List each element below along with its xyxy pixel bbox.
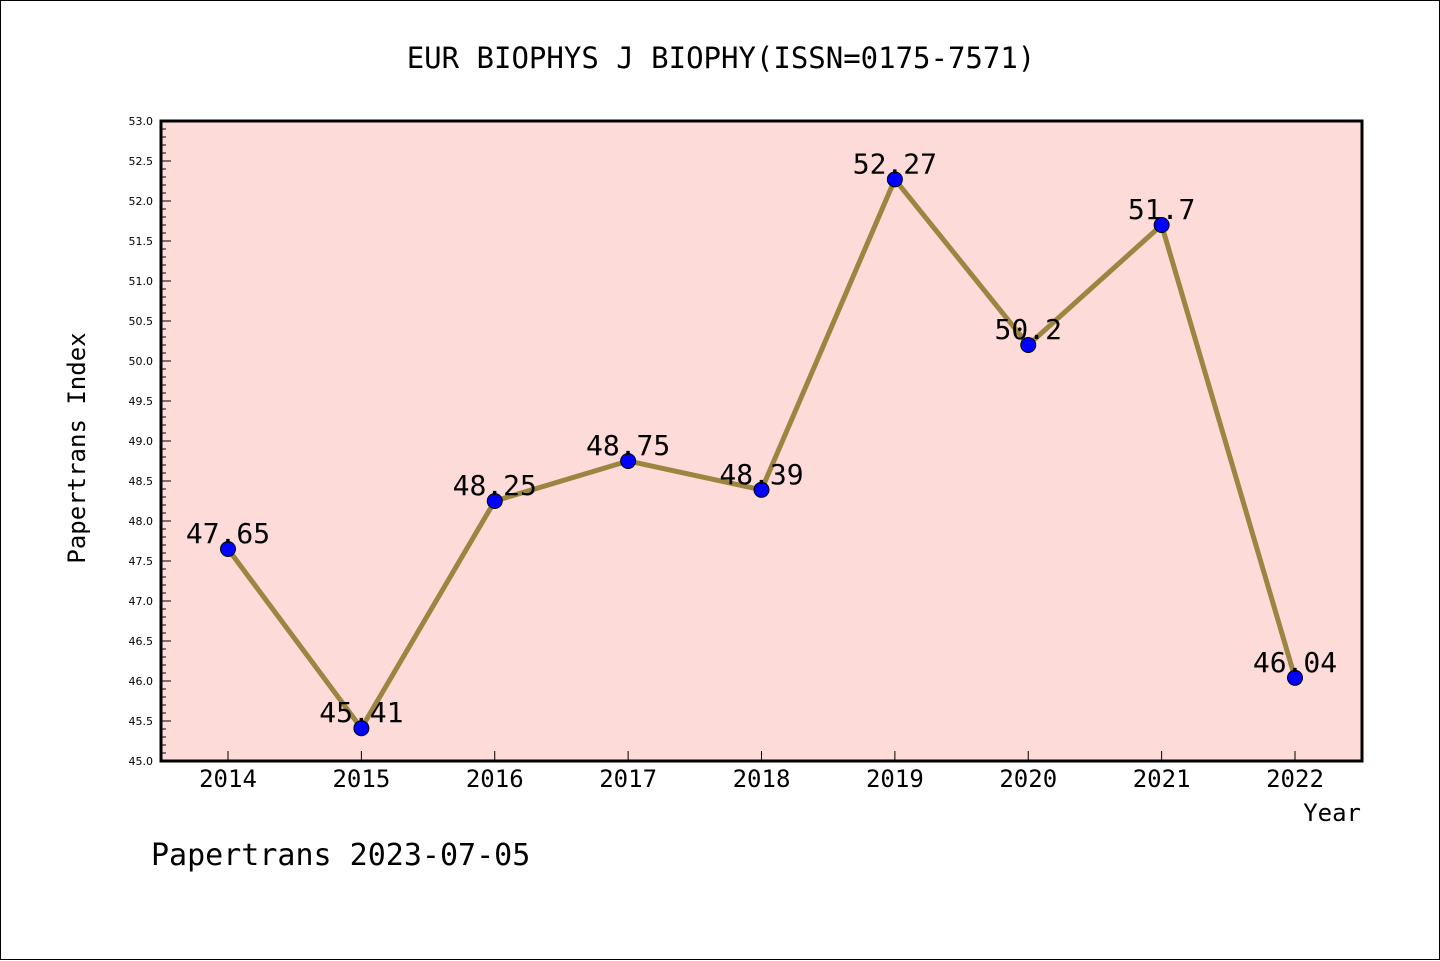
data-point bbox=[1153, 217, 1170, 233]
x-tick-label: 2020 bbox=[999, 765, 1057, 793]
data-point bbox=[486, 493, 503, 509]
y-tick-label: 46.0 bbox=[129, 675, 154, 688]
series-line bbox=[225, 176, 1298, 731]
data-point bbox=[1020, 337, 1037, 353]
line-segment bbox=[358, 498, 498, 731]
y-tick-label: 45.0 bbox=[129, 755, 154, 768]
data-label: 52.27 bbox=[853, 147, 937, 180]
data-point bbox=[220, 541, 236, 557]
line-segment bbox=[759, 176, 898, 493]
line-segment bbox=[225, 546, 364, 731]
line-segment bbox=[625, 458, 764, 493]
y-axis-title: Papertrans Index bbox=[63, 332, 91, 563]
line-segment bbox=[1159, 222, 1298, 681]
y-tick-label: 49.5 bbox=[129, 395, 154, 408]
chart-title: EUR BIOPHYS J BIOPHY(ISSN=0175-7571) bbox=[407, 41, 1036, 75]
footer-date-stamp: Papertrans 2023-07-05 bbox=[151, 838, 530, 873]
line-segment bbox=[892, 176, 1031, 348]
line-segment bbox=[1025, 222, 1165, 348]
y-tick-label: 53.0 bbox=[129, 115, 154, 128]
y-tick-label: 47.5 bbox=[129, 555, 154, 568]
data-label: 48.25 bbox=[453, 469, 537, 502]
data-point bbox=[620, 453, 637, 469]
data-label: 51.7 bbox=[1128, 193, 1195, 226]
y-tick-label: 48.5 bbox=[129, 475, 154, 488]
data-label: 50.2 bbox=[995, 313, 1062, 346]
x-tick-label: 2016 bbox=[466, 765, 524, 793]
x-axis: 2014 2015 2016 2017 2018 2019 2020 2021 2022 bbox=[199, 751, 1324, 793]
data-point bbox=[886, 171, 903, 188]
y-tick-label: 45.5 bbox=[129, 715, 154, 728]
y-tick-label: 52.0 bbox=[129, 195, 154, 208]
x-tick-label: 2015 bbox=[332, 765, 390, 793]
data-label: 45.41 bbox=[319, 696, 403, 729]
data-labels: 47.65 45.41 48.25 48.75 48.39 52.27 50.2 51.7 46… bbox=[186, 147, 1337, 729]
y-tick-label: 47.0 bbox=[129, 595, 154, 608]
data-point bbox=[1287, 669, 1303, 686]
x-tick-label: 2017 bbox=[599, 765, 657, 793]
data-point bbox=[353, 720, 370, 737]
x-tick-label: 2022 bbox=[1266, 765, 1324, 793]
data-label: 48.39 bbox=[719, 458, 803, 491]
data-point bbox=[753, 481, 770, 498]
y-axis: 45.0 45.5 46.0 46.5 47.0 47.5 48.0 48.5 49.0 49.5… bbox=[129, 115, 171, 768]
data-label: 46.04 bbox=[1253, 646, 1337, 679]
x-tick-label: 2018 bbox=[733, 765, 791, 793]
series-markers bbox=[220, 171, 1303, 737]
data-label: 47.65 bbox=[186, 517, 270, 550]
line-segment bbox=[492, 458, 631, 504]
y-tick-label: 50.5 bbox=[129, 315, 154, 328]
x-tick-label: 2021 bbox=[1133, 765, 1191, 793]
data-label: 48.75 bbox=[586, 429, 670, 462]
x-axis-title: Year bbox=[1303, 799, 1361, 827]
y-tick-label: 51.0 bbox=[129, 275, 154, 288]
y-tick-label: 52.5 bbox=[129, 155, 154, 168]
x-tick-label: 2019 bbox=[866, 765, 924, 793]
y-tick-label: 49.0 bbox=[129, 435, 154, 448]
y-tick-label: 46.5 bbox=[129, 635, 154, 648]
y-tick-label: 51.5 bbox=[129, 235, 154, 248]
x-tick-label: 2014 bbox=[199, 765, 257, 793]
y-tick-label: 48.0 bbox=[129, 515, 154, 528]
y-tick-label: 50.0 bbox=[129, 355, 154, 368]
